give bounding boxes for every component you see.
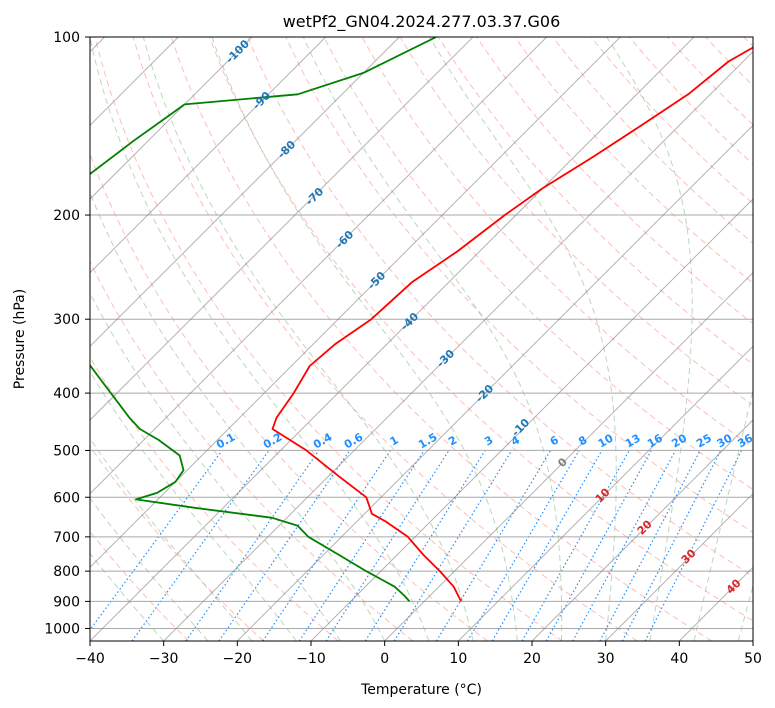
dry-adiabats [90,37,753,641]
plot-background [90,37,753,641]
mixing-ratio-line [393,450,513,641]
isotherm-line [163,50,753,641]
dry-adiabat [285,37,753,534]
mixing-ratio-line [521,450,630,641]
x-tick-label: 30 [597,651,615,667]
mixing-ratio-label: 36 [735,431,755,450]
x-tick-label: 10 [449,651,467,667]
dewpoint-profile-line [90,37,437,603]
dry-adiabat [247,37,753,577]
plot-frame [89,36,754,642]
x-axis: −40 −30 −20 −10 0 10 20 30 40 50 [75,641,762,667]
isotherm-line [90,37,474,421]
dry-adiabat [209,37,753,622]
x-tick-label: −30 [149,651,179,667]
y-tick-label: 100 [53,30,80,46]
x-tick-label: 0 [380,651,389,667]
dry-adiabat [514,37,753,284]
moist-adiabat [90,437,253,641]
mixing-ratio-line [325,450,450,641]
y-axis: 100 200 300 400 500 600 700 800 900 1000 [44,30,90,637]
mixing-ratio-line [466,450,580,641]
isotherm-line [605,492,753,641]
dry-adiabat [90,445,264,641]
isotherm-line [752,640,753,641]
y-tick-label: 800 [53,564,80,580]
y-tick-label: 700 [53,530,80,546]
dry-adiabat [94,37,563,641]
isotherm-line [90,37,401,348]
profile-series [90,37,753,603]
y-tick-label: 1000 [44,621,80,637]
moist-adiabat [90,37,430,641]
moist-adiabat [211,37,518,641]
isotherm-line [90,37,253,200]
moist-adiabat [737,584,753,641]
x-axis-title: Temperature (°C) [360,682,482,698]
isotherm-line [310,198,753,641]
y-tick-label: 600 [53,490,80,506]
x-tick-label: 50 [744,651,762,667]
moist-adiabat [606,37,693,641]
moist-adiabat [693,388,753,641]
isotherm-line [90,37,548,495]
y-tick-label: 500 [53,443,80,459]
isotherm-line [90,37,327,274]
moist-adiabat [302,37,563,641]
moist-adiabat [90,370,297,641]
dry-adiabat [476,37,753,325]
mixing-ratio-line [572,450,677,641]
x-tick-label: 40 [670,651,688,667]
moist-adiabat [90,552,165,641]
isotherm-line [236,124,753,641]
isotherm-line [457,345,753,641]
y-tick-label: 900 [53,594,80,610]
dry-adiabat [132,37,638,641]
y-tick-label: 200 [53,208,80,224]
mixing-ratio-line [90,450,223,631]
mixing-ratio-line [364,450,486,641]
moist-adiabat [90,191,386,641]
dry-adiabat [90,356,339,641]
x-tick-label: 20 [523,651,541,667]
dry-adiabat [170,37,712,641]
mixing-ratio-line [131,450,270,641]
isotherm-line [531,419,753,641]
dry-adiabat [323,37,753,491]
dry-adiabat [90,260,414,641]
moist-adiabat [90,497,209,641]
temperature-profile-line [271,46,753,602]
mixing-ratio-line [185,450,320,641]
chart-title: wetPf2_GN04.2024.277.03.37.G06 [283,12,561,32]
y-tick-label: 300 [53,312,80,328]
x-tick-label: −10 [296,651,326,667]
mixing-ratio-line [218,450,351,641]
y-tick-label: 400 [53,386,80,402]
mixing-ratio-lines [90,450,743,641]
isotherm-line [90,37,695,641]
x-tick-label: −20 [223,651,253,667]
isotherm-line [90,37,622,569]
isotherm-line [384,271,753,641]
mixing-ratio-line [491,450,603,641]
moist-adiabat [90,291,341,641]
mixing-ratio-line [435,450,552,641]
isotherm-grid [90,37,753,641]
x-tick-label: −40 [75,651,105,667]
isobar-grid [90,37,753,629]
moist-adiabat [429,37,617,641]
y-axis-title: Pressure (hPa) [12,289,28,389]
